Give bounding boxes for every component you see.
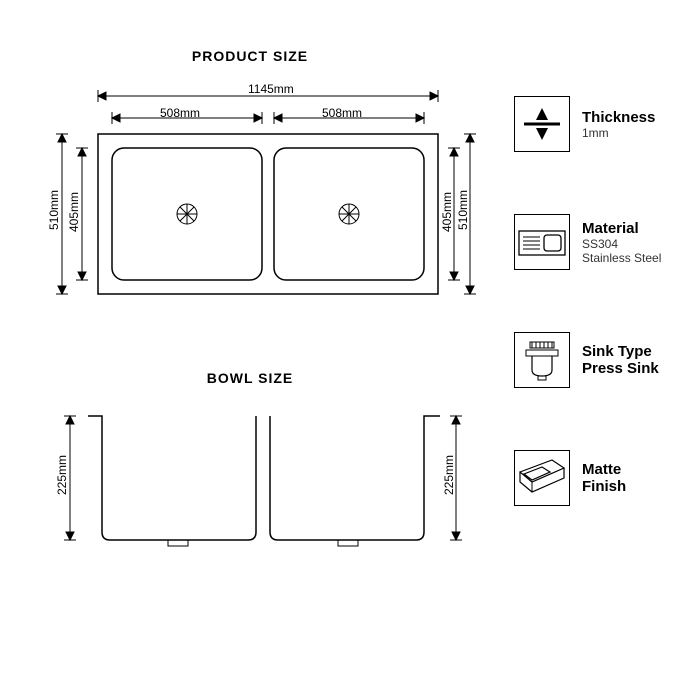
spec-thickness-value: 1mm [582, 126, 655, 140]
spec-finish: Matte Finish [514, 450, 626, 506]
thickness-icon [514, 96, 570, 152]
spec-material-value2: Stainless Steel [582, 251, 661, 265]
bowl-size-title: BOWL SIZE [80, 370, 420, 386]
spec-material-title: Material [582, 220, 661, 237]
dim-inner-depth-right: 405mm [440, 192, 454, 232]
dim-inner-depth-left: 405mm [67, 192, 81, 232]
spec-thickness-title: Thickness [582, 109, 655, 126]
spec-sinktype: Sink Type Press Sink [514, 332, 659, 388]
sinktype-icon [514, 332, 570, 388]
dim-outer-depth-left: 510mm [47, 190, 61, 230]
spec-material-value: SS304 [582, 237, 661, 251]
product-size-title: PRODUCT SIZE [80, 48, 420, 64]
top-view-drawing [48, 80, 468, 310]
dim-bowl-depth-left: 225mm [55, 455, 69, 495]
dim-bowl-depth-right: 225mm [442, 455, 456, 495]
spec-material: Material SS304 Stainless Steel [514, 214, 661, 270]
dim-outer-depth-right: 510mm [456, 190, 470, 230]
dim-outer-width: 1145mm [248, 82, 294, 96]
material-icon [514, 214, 570, 270]
spec-sinktype-title: Sink Type [582, 343, 659, 360]
side-view-drawing [48, 400, 468, 570]
finish-icon [514, 450, 570, 506]
spec-thickness: Thickness 1mm [514, 96, 655, 152]
spec-sinktype-value: Press Sink [582, 360, 659, 377]
spec-finish-title: Matte [582, 461, 626, 478]
dim-bowl-width-right: 508mm [322, 106, 362, 120]
dim-bowl-width-left: 508mm [160, 106, 200, 120]
spec-finish-value: Finish [582, 478, 626, 495]
